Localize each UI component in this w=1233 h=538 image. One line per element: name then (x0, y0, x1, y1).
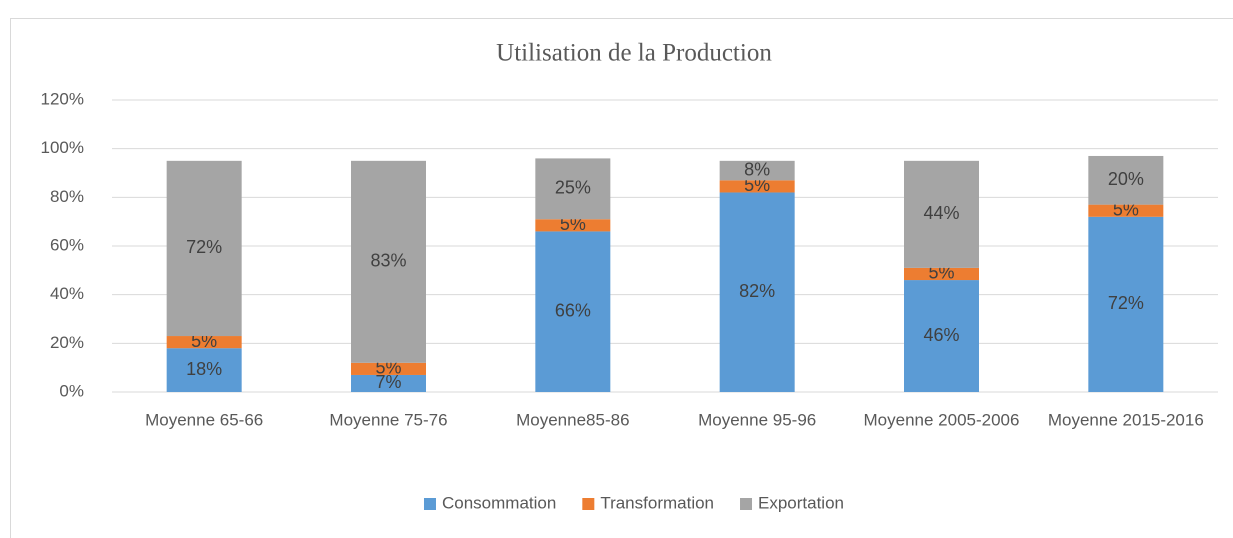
y-tick-label: 0% (59, 381, 84, 400)
y-tick-label: 80% (50, 187, 84, 206)
y-tick-label: 120% (41, 89, 84, 108)
data-label: 83% (370, 251, 406, 271)
y-tick-label: 40% (50, 284, 84, 303)
bar-segment (1088, 216, 1164, 392)
data-label: 72% (186, 237, 222, 257)
bar-segment (719, 160, 795, 181)
legend-swatch (582, 498, 595, 510)
bar-segment (719, 180, 795, 193)
bar-segment (166, 348, 242, 392)
bar-segment (535, 158, 611, 220)
bar-segment (351, 362, 426, 375)
bar-segment (904, 160, 979, 268)
chart-title: Utilisation de la Production (496, 40, 772, 67)
bar-segment (904, 280, 979, 392)
data-label: 46% (923, 325, 959, 345)
bar-segment (166, 160, 242, 337)
bar-segment (719, 192, 795, 392)
x-tick-label: Moyenne 2015-2016 (1048, 410, 1204, 429)
legend-label: Consommation (442, 493, 556, 512)
x-tick-label: Moyenne 2005-2006 (864, 410, 1020, 429)
legend: Consommation Transformation Exportation (423, 493, 844, 512)
y-tick-label: 20% (50, 333, 84, 352)
bar-segment (535, 219, 611, 232)
x-tick-label: Moyenne 65-66 (145, 410, 263, 429)
data-label: 8% (744, 159, 770, 179)
data-label: 44% (923, 203, 959, 223)
x-tick-label: Moyenne 95-96 (698, 410, 816, 429)
bar-segment (535, 231, 611, 392)
legend-label: Exportation (758, 493, 844, 512)
bar-segment (351, 160, 426, 363)
legend-swatch (423, 498, 436, 510)
data-label: 66% (555, 300, 591, 320)
x-tick-label: Moyenne85-86 (516, 410, 629, 429)
data-label: 82% (739, 281, 775, 301)
legend-swatch (740, 498, 753, 510)
data-label: 18% (186, 359, 222, 379)
data-label: 25% (555, 178, 591, 198)
bar-segment (904, 267, 979, 281)
bar-segment (1088, 204, 1164, 217)
data-label: 72% (1108, 293, 1144, 313)
y-tick-label: 60% (50, 235, 84, 254)
bar-segment (351, 374, 426, 392)
y-tick-label: 100% (41, 138, 84, 157)
data-label: 20% (1108, 169, 1144, 189)
data-label: 7% (375, 372, 401, 392)
legend-label: Transformation (600, 493, 714, 512)
bar-segment (1088, 155, 1164, 205)
bar-segment (166, 336, 242, 349)
x-tick-label: Moyenne 75-76 (329, 410, 447, 429)
